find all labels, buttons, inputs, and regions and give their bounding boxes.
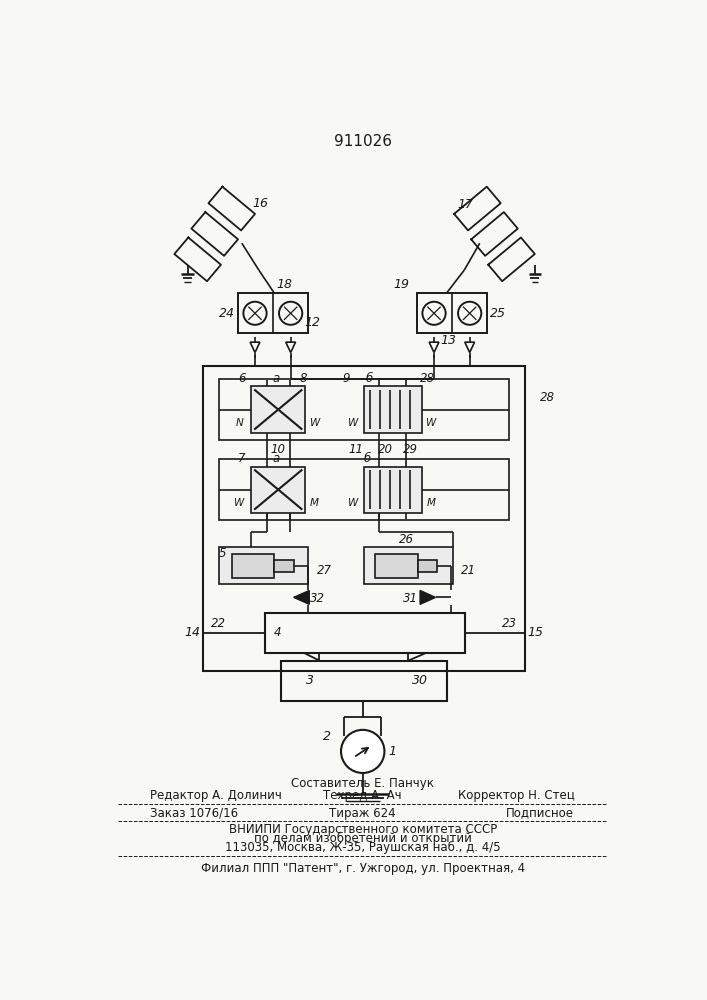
Text: 113035, Москва, Ж-35, Раушская наб., д. 4/5: 113035, Москва, Ж-35, Раушская наб., д. … <box>225 841 501 854</box>
Circle shape <box>341 730 385 773</box>
Bar <box>363 547 452 584</box>
Text: 22: 22 <box>211 617 226 630</box>
Text: 1: 1 <box>388 745 396 758</box>
Text: Корректор Н. Стец: Корректор Н. Стец <box>457 789 574 802</box>
Bar <box>418 560 437 572</box>
Text: a: a <box>272 372 279 385</box>
Bar <box>363 386 421 433</box>
Text: 7: 7 <box>238 452 245 465</box>
Bar <box>218 379 509 440</box>
Text: Заказ 1076/16: Заказ 1076/16 <box>151 806 238 820</box>
Bar <box>218 547 308 584</box>
Bar <box>218 459 509 520</box>
Text: Тираж 624: Тираж 624 <box>329 806 396 820</box>
Text: 29: 29 <box>402 443 418 456</box>
Text: 12: 12 <box>304 316 320 329</box>
Text: 10: 10 <box>271 443 286 456</box>
Bar <box>232 554 274 578</box>
Polygon shape <box>293 590 309 604</box>
Text: M: M <box>310 498 319 508</box>
Text: a: a <box>272 452 279 465</box>
Text: 11: 11 <box>349 443 363 456</box>
Bar <box>375 554 418 578</box>
Text: 28: 28 <box>540 391 556 404</box>
Bar <box>238 293 308 333</box>
Text: 30: 30 <box>412 674 428 687</box>
Text: Составитель Е. Панчук: Составитель Е. Панчук <box>291 777 434 790</box>
Bar <box>363 466 421 513</box>
Text: 26: 26 <box>399 533 414 546</box>
Text: Редактор А. Долинич: Редактор А. Долинич <box>151 789 282 802</box>
Text: 2: 2 <box>323 730 331 742</box>
Text: 13: 13 <box>440 334 456 347</box>
Text: W: W <box>310 418 320 428</box>
Bar <box>274 560 293 572</box>
Text: 6: 6 <box>238 372 245 385</box>
Text: 24: 24 <box>219 307 235 320</box>
Polygon shape <box>420 590 436 604</box>
Text: 911026: 911026 <box>334 134 392 149</box>
Text: 9: 9 <box>343 372 350 385</box>
Text: 25: 25 <box>489 307 506 320</box>
Text: 23: 23 <box>502 617 517 630</box>
Text: 32: 32 <box>310 592 325 605</box>
Text: 31: 31 <box>402 592 418 605</box>
Text: 20: 20 <box>378 443 392 456</box>
Text: ВНИИПИ Государственного комитета СССР: ВНИИПИ Государственного комитета СССР <box>228 823 497 836</box>
Text: 8: 8 <box>300 372 308 385</box>
Text: 4: 4 <box>274 626 281 639</box>
Text: б: б <box>366 372 373 385</box>
Text: W: W <box>235 498 245 508</box>
Text: Техред А. Ач: Техред А. Ач <box>323 789 402 802</box>
Bar <box>281 661 448 701</box>
Text: 14: 14 <box>185 626 200 639</box>
Text: 16: 16 <box>252 197 269 210</box>
Text: Филиал ППП "Патент", г. Ужгород, ул. Проектная, 4: Филиал ППП "Патент", г. Ужгород, ул. Про… <box>201 862 525 875</box>
Text: по делам изобретений и открытий: по делам изобретений и открытий <box>254 832 472 845</box>
Text: Подписное: Подписное <box>506 806 574 820</box>
Text: 21: 21 <box>461 564 476 577</box>
Bar <box>251 466 305 513</box>
Text: N: N <box>235 418 243 428</box>
Text: 27: 27 <box>317 564 332 577</box>
Text: 3: 3 <box>306 674 314 687</box>
Text: 17: 17 <box>457 198 473 211</box>
Text: W: W <box>348 418 358 428</box>
Text: W: W <box>426 418 436 428</box>
Text: 19: 19 <box>394 278 409 291</box>
Text: 28: 28 <box>421 372 436 385</box>
Text: 18: 18 <box>276 278 293 291</box>
Text: W: W <box>348 498 358 508</box>
Text: M: M <box>426 498 436 508</box>
Text: б: б <box>363 452 371 465</box>
Bar <box>417 293 486 333</box>
Bar <box>203 366 525 671</box>
Text: 15: 15 <box>527 626 544 639</box>
Text: 5: 5 <box>218 547 226 560</box>
Bar <box>265 613 465 653</box>
Bar <box>251 386 305 433</box>
